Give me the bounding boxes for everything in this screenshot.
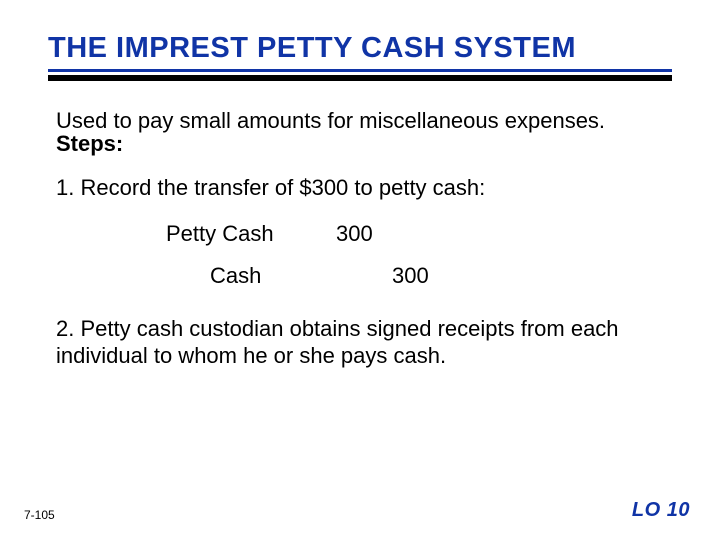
title-block: THE IMPREST PETTY CASH SYSTEM xyxy=(48,32,672,81)
slide: THE IMPREST PETTY CASH SYSTEM Used to pa… xyxy=(0,0,720,540)
slide-title: THE IMPREST PETTY CASH SYSTEM xyxy=(48,32,672,65)
page-number: 7-105 xyxy=(24,508,55,522)
step-2: 2. Petty cash custodian obtains signed r… xyxy=(56,315,672,370)
journal-credit-row: Cash 300 xyxy=(166,263,672,289)
intro-text: Used to pay small amounts for miscellane… xyxy=(56,107,672,135)
learning-objective: LO 10 xyxy=(632,499,690,522)
debit-amount: 300 xyxy=(336,221,426,247)
journal-entry: Petty Cash 300 Cash 300 xyxy=(166,221,672,289)
step-1: 1. Record the transfer of $300 to petty … xyxy=(56,175,672,201)
divider-thick xyxy=(48,75,672,81)
debit-account: Petty Cash xyxy=(166,221,336,247)
credit-amount: 300 xyxy=(336,263,426,289)
body: Used to pay small amounts for miscellane… xyxy=(48,107,672,370)
divider-thin xyxy=(48,69,672,72)
footer: 7-105 LO 10 xyxy=(24,499,690,522)
journal-debit-row: Petty Cash 300 xyxy=(166,221,672,247)
credit-account: Cash xyxy=(166,263,336,289)
